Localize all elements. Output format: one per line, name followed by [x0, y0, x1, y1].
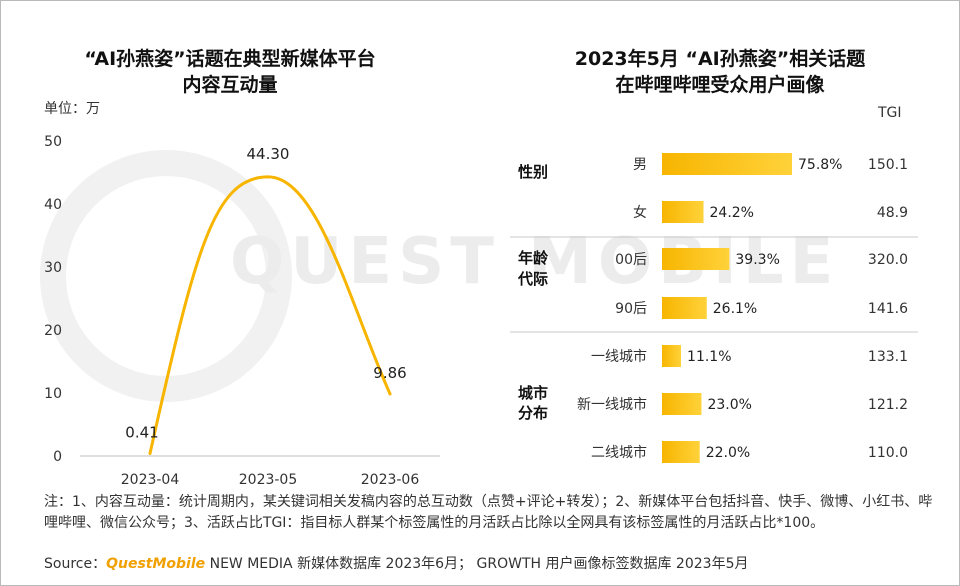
group-label: 分布 — [518, 404, 548, 422]
bar-value-label: 24.2% — [710, 205, 754, 221]
group-label: 年龄 — [518, 249, 549, 267]
left-title-line1: “AI孙燕姿”话题在典型新媒体平台 — [84, 48, 376, 70]
group-label: 性别 — [518, 163, 548, 181]
x-tick-label: 2023-05 — [239, 472, 298, 488]
y-tick-label: 0 — [53, 449, 62, 465]
tgi-value: 320.0 — [868, 252, 908, 268]
bar-value-label: 11.1% — [687, 349, 731, 365]
bar-value-label: 39.3% — [735, 252, 779, 268]
y-tick-label: 10 — [44, 386, 62, 402]
tgi-value: 133.1 — [868, 349, 908, 365]
unit-label: 单位：万 — [44, 101, 100, 117]
source-text: NEW MEDIA 新媒体数据库 2023年6月； GROWTH 用户画像标签数… — [209, 556, 749, 572]
bar — [662, 153, 792, 175]
data-label: 9.86 — [373, 364, 406, 382]
source-line: Source：QuestMobile NEW MEDIA 新媒体数据库 2023… — [44, 553, 748, 573]
category-label: 二线城市 — [591, 444, 647, 461]
x-tick-label: 2023-04 — [121, 472, 180, 488]
bar — [662, 201, 704, 223]
category-label: 女 — [633, 204, 647, 221]
tgi-value: 150.1 — [868, 157, 908, 173]
data-point — [388, 392, 392, 396]
bar-value-label: 22.0% — [706, 445, 750, 461]
line-chart: 0 10 20 30 40 50 2023-04 2023-05 2023-06 0.41 44.3… — [44, 134, 440, 488]
left-chart-title: “AI孙燕姿”话题在典型新媒体平台 内容互动量 — [40, 46, 420, 98]
y-tick-label: 50 — [44, 134, 62, 150]
category-label: 男 — [633, 157, 647, 173]
group-label: 城市 — [518, 384, 548, 402]
source-prefix: Source： — [44, 556, 107, 572]
right-title-line1: 2023年5月 “AI孙燕姿”相关话题 — [574, 48, 866, 70]
bar-value-label: 23.0% — [707, 397, 751, 413]
group-label: 代际 — [517, 270, 548, 288]
category-label: 一线城市 — [591, 348, 647, 365]
right-chart-title: 2023年5月 “AI孙燕姿”相关话题 在哔哩哔哩受众用户画像 — [520, 46, 920, 98]
data-label: 44.30 — [247, 145, 290, 163]
questmobile-brand: QuestMobile — [106, 556, 206, 572]
bar — [662, 393, 702, 415]
y-tick-label: 30 — [44, 260, 62, 276]
tgi-value: 48.9 — [877, 205, 908, 221]
data-label: 0.41 — [125, 423, 158, 441]
bar-value-label: 75.8% — [798, 157, 842, 173]
tgi-value: 121.2 — [868, 397, 908, 413]
tgi-column-header: TGI — [878, 105, 902, 121]
category-label: 新一线城市 — [577, 396, 647, 413]
bar-value-label: 26.1% — [713, 301, 757, 317]
bar — [662, 297, 707, 319]
data-point — [148, 451, 152, 455]
footnote: 注：1、内容互动量：统计周期内，某关键词相关发稿内容的总互动数（点赞+评论+转发… — [44, 494, 933, 531]
tgi-value: 110.0 — [868, 445, 908, 461]
y-tick-label: 40 — [44, 197, 62, 213]
data-point — [266, 175, 270, 179]
bar — [662, 345, 682, 367]
tgi-value: 141.6 — [868, 301, 908, 317]
category-label: 90后 — [615, 301, 647, 317]
y-tick-label: 20 — [44, 323, 62, 339]
left-title-line2: 内容互动量 — [182, 74, 278, 96]
bar — [662, 441, 700, 463]
series-line — [148, 175, 392, 455]
x-tick-label: 2023-06 — [361, 472, 420, 488]
category-label: 00后 — [615, 252, 647, 268]
bar — [662, 248, 730, 270]
right-title-line2: 在哔哩哔哩受众用户画像 — [615, 74, 825, 96]
